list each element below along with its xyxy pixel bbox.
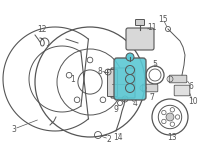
Circle shape [175, 115, 180, 119]
Text: 2: 2 [107, 135, 111, 143]
Text: 12: 12 [37, 25, 47, 34]
Text: 4: 4 [133, 100, 137, 108]
FancyBboxPatch shape [126, 28, 154, 50]
Circle shape [126, 53, 134, 61]
Text: 5: 5 [153, 60, 157, 69]
Text: 7: 7 [150, 92, 154, 101]
FancyBboxPatch shape [114, 58, 146, 100]
Text: 3: 3 [12, 125, 16, 133]
Text: 8: 8 [98, 66, 102, 76]
FancyBboxPatch shape [136, 20, 144, 25]
FancyBboxPatch shape [108, 70, 118, 96]
Circle shape [162, 119, 166, 124]
Text: 11: 11 [147, 22, 157, 31]
Text: 10: 10 [188, 97, 198, 106]
Text: 9: 9 [114, 105, 118, 113]
FancyBboxPatch shape [169, 75, 187, 83]
FancyBboxPatch shape [174, 85, 190, 96]
Text: 6: 6 [189, 81, 193, 91]
Text: 13: 13 [167, 132, 177, 142]
Text: 1: 1 [71, 75, 75, 83]
Circle shape [170, 122, 175, 126]
Circle shape [170, 108, 175, 112]
FancyBboxPatch shape [111, 68, 135, 98]
Text: 15: 15 [158, 15, 168, 24]
Circle shape [162, 110, 166, 115]
Circle shape [166, 113, 174, 121]
Text: 14: 14 [113, 132, 123, 142]
FancyBboxPatch shape [142, 84, 158, 92]
